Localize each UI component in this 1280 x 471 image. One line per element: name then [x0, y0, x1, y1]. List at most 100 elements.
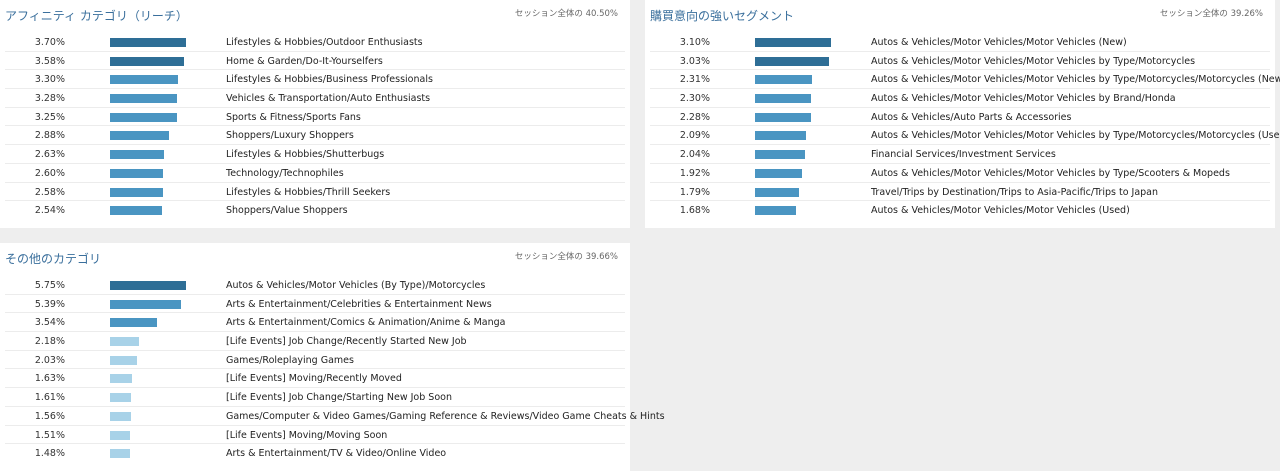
percentage-value: 3.28%	[34, 93, 65, 105]
percentage-value: 1.79%	[679, 186, 710, 198]
share-bar	[110, 56, 184, 66]
category-label: Lifestyles & Hobbies/Outdoor Enthusiasts	[226, 37, 423, 48]
share-bar	[110, 411, 131, 421]
list-item: 3.10% Autos & Vehicles/Motor Vehicles/Mot…	[650, 33, 1270, 52]
share-bar	[110, 430, 130, 440]
list-item: 2.03% Games/Roleplaying Games	[5, 351, 625, 370]
share-bar	[110, 206, 162, 216]
category-label: Arts & Entertainment/Comics & Animation/…	[226, 317, 506, 329]
category-label: Lifestyles & Hobbies/Thrill Seekers	[226, 186, 391, 198]
category-label: Games/Roleplaying Games	[226, 354, 354, 366]
list-item: 3.25% Sports & Fitness/Sports Fans	[5, 108, 625, 127]
list-item: 5.75% Autos & Vehicles/Motor Vehicles (By…	[5, 276, 625, 295]
list-item: 2.09% Autos & Vehicles/Motor Vehicles/Mot…	[650, 126, 1280, 146]
share-bar	[110, 131, 169, 141]
share-bar	[755, 131, 806, 141]
list-item: 3.70% Lifestyles & Hobbies/Outdoor Enthus…	[5, 33, 625, 52]
list-item: 2.58% Lifestyles & Hobbies/Thrill Seekers	[5, 183, 625, 202]
share-bar	[755, 168, 802, 178]
percentage-value: 2.30%	[679, 93, 710, 105]
percentage-value: 3.03%	[679, 55, 710, 67]
percentage-value: 2.54%	[34, 205, 65, 217]
category-label: Autos & Vehicles/Motor Vehicles/Motor Ve…	[871, 130, 1280, 142]
percentage-value: 2.60%	[34, 167, 65, 179]
percentage-value: 1.48%	[34, 448, 65, 460]
list-item: 3.30% Lifestyles & Hobbies/Business Profe…	[5, 70, 625, 90]
category-label: [Life Events] Moving/Moving Soon	[226, 429, 388, 441]
list-item: 2.60% Technology/Technophiles	[5, 164, 625, 183]
category-label: Sports & Fitness/Sports Fans	[226, 111, 361, 123]
share-bar	[110, 318, 157, 328]
share-bar	[110, 337, 139, 347]
list-item: 5.39% Arts & Entertainment/Celebrities & …	[5, 295, 625, 314]
share-bar	[110, 38, 186, 47]
percentage-value: 1.63%	[34, 373, 65, 385]
category-label: Lifestyles & Hobbies/Business Profession…	[226, 74, 433, 86]
in-market-segment-panel: 購買意向の強いセグメント セッション全体の 39.26% 3.10% Autos …	[645, 0, 1280, 228]
category-list: 3.10% Autos & Vehicles/Motor Vehicles/Mot…	[650, 33, 1280, 220]
share-bar	[110, 168, 163, 178]
share-bar	[755, 112, 811, 122]
share-bar	[110, 75, 178, 85]
session-share-note: セッション全体の 39.66%	[514, 252, 618, 262]
percentage-value: 3.30%	[34, 74, 65, 86]
category-label: Arts & Entertainment/TV & Video/Online V…	[226, 448, 447, 460]
list-item: 3.03% Autos & Vehicles/Motor Vehicles/Mot…	[650, 52, 1270, 71]
percentage-value: 3.54%	[34, 317, 65, 329]
percentage-value: 2.03%	[34, 354, 65, 366]
share-bar	[755, 150, 805, 160]
category-label: Travel/Trips by Destination/Trips to Asi…	[871, 186, 1159, 198]
category-label: Autos & Vehicles/Motor Vehicles/Motor Ve…	[871, 167, 1230, 179]
category-label: Autos & Vehicles/Motor Vehicles/Motor Ve…	[871, 37, 1127, 48]
percentage-value: 5.39%	[34, 298, 65, 310]
panel-title[interactable]: 購買意向の強いセグメント	[650, 9, 795, 23]
percentage-value: 1.51%	[34, 429, 65, 441]
list-item: 2.28% Autos & Vehicles/Auto Parts & Acces…	[650, 108, 1270, 127]
list-item: 3.28% Vehicles & Transportation/Auto Enth…	[5, 89, 625, 108]
percentage-value: 2.63%	[34, 149, 65, 161]
share-bar	[110, 112, 177, 122]
category-label: Financial Services/Investment Services	[871, 149, 1056, 161]
category-label: Vehicles & Transportation/Auto Enthusias…	[226, 93, 431, 105]
list-item: 1.51% [Life Events] Moving/Moving Soon	[5, 426, 625, 445]
list-item: 2.04% Financial Services/Investment Servi…	[650, 145, 1270, 164]
share-bar	[755, 187, 799, 197]
list-item: 1.48% Arts & Entertainment/TV & Video/Onl…	[5, 444, 625, 463]
percentage-value: 2.09%	[679, 130, 710, 142]
list-item: 2.31% Autos & Vehicles/Motor Vehicles/Mot…	[650, 70, 1280, 90]
list-item: 2.63% Lifestyles & Hobbies/Shutterbugs	[5, 145, 625, 164]
percentage-value: 3.25%	[34, 111, 65, 123]
panel-title[interactable]: その他のカテゴリ	[5, 252, 102, 266]
percentage-value: 2.31%	[679, 74, 710, 86]
panel-title[interactable]: アフィニティ カテゴリ（リーチ）	[5, 9, 188, 23]
category-label: [Life Events] Job Change/Starting New Jo…	[226, 392, 452, 404]
list-item: 1.63% [Life Events] Moving/Recently Moved	[5, 369, 625, 389]
category-label: Autos & Vehicles/Motor Vehicles/Motor Ve…	[871, 74, 1280, 86]
list-item: 3.54% Arts & Entertainment/Comics & Anima…	[5, 313, 625, 333]
share-bar	[755, 206, 796, 216]
category-label: Autos & Vehicles/Motor Vehicles (By Type…	[226, 280, 486, 291]
percentage-value: 1.68%	[679, 205, 710, 217]
share-bar	[755, 94, 811, 104]
category-label: Shoppers/Luxury Shoppers	[226, 130, 354, 142]
category-label: Autos & Vehicles/Auto Parts & Accessorie…	[871, 111, 1072, 123]
category-list: 5.75% Autos & Vehicles/Motor Vehicles (By…	[5, 276, 665, 463]
category-label: [Life Events] Job Change/Recently Starte…	[226, 336, 467, 348]
category-label: Autos & Vehicles/Motor Vehicles/Motor Ve…	[871, 93, 1176, 105]
list-item: 2.88% Shoppers/Luxury Shoppers	[5, 126, 625, 146]
list-item: 2.30% Autos & Vehicles/Motor Vehicles/Mot…	[650, 89, 1270, 108]
session-share-note: セッション全体の 39.26%	[1159, 9, 1263, 19]
percentage-value: 2.58%	[34, 186, 65, 198]
share-bar	[755, 56, 829, 66]
share-bar	[110, 281, 186, 290]
category-label: Autos & Vehicles/Motor Vehicles/Motor Ve…	[871, 205, 1130, 217]
share-bar	[110, 299, 181, 309]
list-item: 2.18% [Life Events] Job Change/Recently S…	[5, 332, 625, 351]
category-label: Autos & Vehicles/Motor Vehicles/Motor Ve…	[871, 55, 1196, 67]
percentage-value: 3.70%	[34, 37, 65, 48]
list-item: 1.61% [Life Events] Job Change/Starting N…	[5, 388, 625, 407]
percentage-value: 3.10%	[679, 37, 710, 48]
list-item: 1.56% Games/Computer & Video Games/Gaming…	[5, 407, 665, 426]
category-label: [Life Events] Moving/Recently Moved	[226, 373, 402, 385]
category-label: Games/Computer & Video Games/Gaming Refe…	[226, 410, 665, 422]
